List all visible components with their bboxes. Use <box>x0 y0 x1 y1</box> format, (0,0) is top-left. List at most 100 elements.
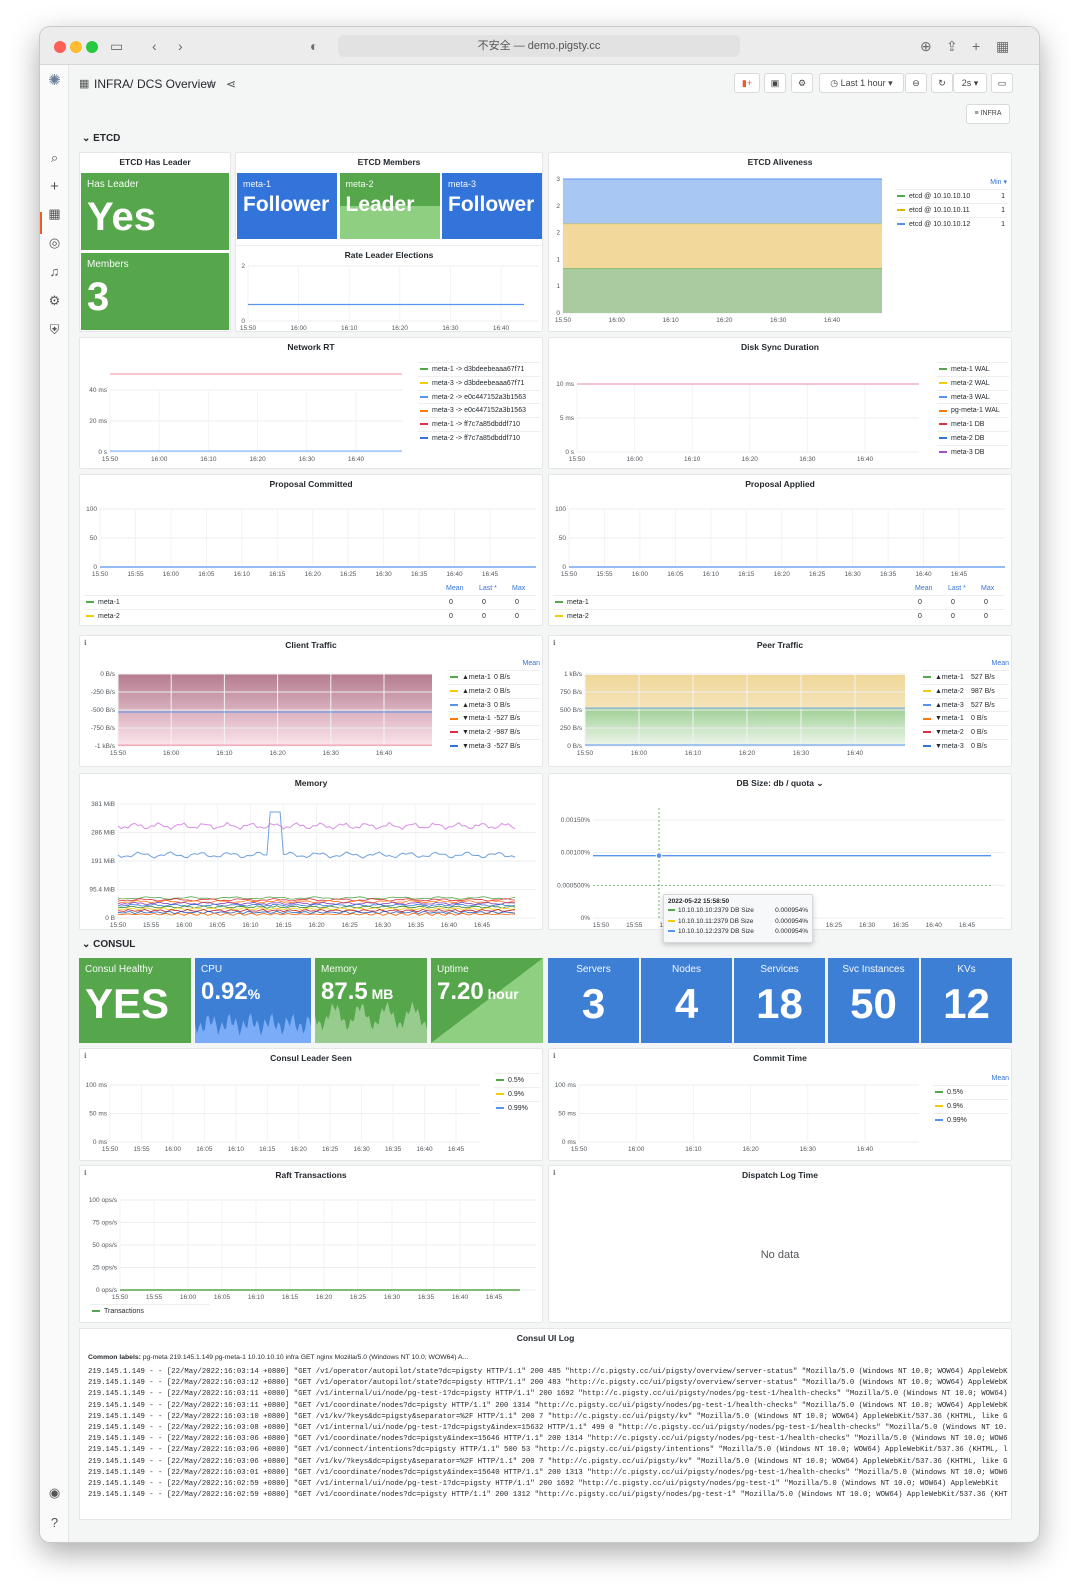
legend-item[interactable]: 0.99% <box>494 1100 540 1115</box>
infra-dashboard-link[interactable]: ≡ INFRA <box>966 104 1010 124</box>
legend-item[interactable]: 0.5% <box>933 1085 1009 1099</box>
zoom-window-button[interactable] <box>86 41 98 53</box>
download-icon[interactable]: ⊕ <box>920 38 932 54</box>
log-line[interactable]: 219.145.1.149 - - [22/May/2022:16:03:06 … <box>88 1457 1008 1466</box>
legend-column-header[interactable]: Last * <box>948 585 966 592</box>
legend-column-header[interactable]: Mean <box>915 585 933 592</box>
new-tab-icon[interactable]: + <box>972 38 981 54</box>
legend-item[interactable]: meta-3 -> e0c447152a3b1563 <box>418 403 540 417</box>
legend-item[interactable]: ▼meta-3 -527 B/s <box>448 738 540 753</box>
legend-item[interactable]: meta-1 0 0 0 <box>553 595 1005 609</box>
legend-item[interactable]: ▼meta-1 0 B/s <box>921 711 1009 725</box>
back-icon[interactable]: ‹ <box>152 38 157 54</box>
grafana-logo-icon[interactable]: ✺ <box>48 72 61 89</box>
section-consul-toggle[interactable]: ⌄ CONSUL <box>82 939 136 950</box>
log-line[interactable]: 219.145.1.149 - - [22/May/2022:16:02:59 … <box>88 1479 999 1488</box>
legend-item[interactable]: meta-2 0 0 0 <box>553 608 1005 623</box>
legend-item[interactable]: ▲meta-1 527 B/s <box>921 670 1009 684</box>
info-icon[interactable]: ℹ <box>553 1053 556 1060</box>
legend-item[interactable]: pg-meta-1 WAL <box>937 403 1009 417</box>
create-icon[interactable]: + <box>50 178 59 195</box>
sidebar-toggle-icon[interactable]: ▭ <box>110 38 124 54</box>
refresh-interval-select[interactable]: 2s ▾ <box>953 73 987 93</box>
search-icon[interactable]: ⌕ <box>50 150 59 165</box>
legend-item[interactable]: ▲meta-3 527 B/s <box>921 697 1009 712</box>
forward-icon[interactable]: › <box>178 38 183 54</box>
legend-item[interactable]: ▼meta-1 -527 B/s <box>448 711 540 725</box>
legend-item[interactable]: meta-1 0 0 0 <box>84 595 536 609</box>
info-icon[interactable]: ℹ <box>553 1170 556 1177</box>
log-line[interactable]: 219.145.1.149 - - [22/May/2022:16:02:59 … <box>88 1491 1008 1500</box>
log-line[interactable]: 219.145.1.149 - - [22/May/2022:16:03:12 … <box>88 1379 1008 1388</box>
legend-item[interactable]: meta-1 WAL <box>937 362 1009 376</box>
legend-header[interactable]: Mean <box>991 660 1009 667</box>
gear-icon[interactable]: ⚙ <box>48 293 61 308</box>
breadcrumb-dashboard[interactable]: DCS Overview <box>137 77 216 91</box>
log-line[interactable]: 219.145.1.149 - - [22/May/2022:16:03:06 … <box>88 1446 1008 1455</box>
legend-item[interactable]: ▲meta-2 987 B/s <box>921 683 1009 698</box>
legend-item[interactable]: meta-1 DB <box>937 417 1009 431</box>
address-bar[interactable]: 不安全 — demo.pigsty.cc <box>338 35 740 57</box>
zoom-out-icon[interactable]: ⊖ <box>905 73 927 93</box>
log-line[interactable]: 219.145.1.149 - - [22/May/2022:16:03:08 … <box>88 1423 1008 1432</box>
legend-column-header[interactable]: Last * <box>479 585 497 592</box>
alerting-bell-icon[interactable]: ♫ <box>49 264 60 279</box>
log-line[interactable]: 219.145.1.149 - - [22/May/2022:16:03:11 … <box>88 1401 1008 1410</box>
breadcrumb-folder[interactable]: INFRA <box>94 77 130 91</box>
add-panel-button[interactable]: ▮+ <box>734 73 760 93</box>
legend-item[interactable]: meta-3 DB <box>937 444 1009 459</box>
legend-item[interactable]: meta-2 -> ff7c7a85dbddf710 <box>418 430 540 445</box>
time-range-picker[interactable]: ◷ Last 1 hour ▾ <box>819 73 904 93</box>
shield-icon[interactable]: ◐ <box>310 38 319 54</box>
legend-item[interactable]: etcd @ 10.10.10.12 1 <box>895 216 1007 231</box>
legend-item[interactable]: meta-3 WAL <box>937 389 1009 404</box>
log-line[interactable]: 219.145.1.149 - - [22/May/2022:16:03:11 … <box>88 1390 1008 1399</box>
legend-header[interactable]: Mean <box>522 660 540 667</box>
legend-item[interactable]: 0.9% <box>933 1098 1009 1113</box>
log-line[interactable]: 219.145.1.149 - - [22/May/2022:16:03:06 … <box>88 1435 1008 1444</box>
legend-column-header[interactable]: Max <box>981 585 995 592</box>
legend-item[interactable]: ▲meta-2 0 B/s <box>448 683 540 698</box>
close-window-button[interactable] <box>54 41 66 53</box>
legend-item[interactable]: meta-2 -> e0c447152a3b1563 <box>418 389 540 404</box>
info-icon[interactable]: ℹ <box>84 1053 87 1060</box>
legend-item[interactable]: meta-2 WAL <box>937 375 1009 390</box>
log-line[interactable]: 219.145.1.149 - - [22/May/2022:16:03:10 … <box>88 1412 1008 1421</box>
explore-icon[interactable]: ◎ <box>48 235 61 250</box>
legend-item[interactable]: meta-1 -> ff7c7a85dbddf710 <box>418 417 540 431</box>
star-icon[interactable]: ☆ <box>206 77 217 91</box>
avatar[interactable]: ◉ <box>48 1485 61 1500</box>
dashboards-icon[interactable]: ▦ <box>48 206 61 221</box>
section-etcd-toggle[interactable]: ⌄ ETCD <box>82 133 121 144</box>
help-icon[interactable]: ? <box>50 1515 59 1530</box>
legend-item[interactable]: etcd @ 10.10.10.11 1 <box>895 202 1007 217</box>
legend-item[interactable]: 0.99% <box>933 1112 1009 1127</box>
minimize-window-button[interactable] <box>70 41 82 53</box>
log-line[interactable]: 219.145.1.149 - - [22/May/2022:16:03:01 … <box>88 1468 1008 1477</box>
legend-column-header[interactable]: Max <box>512 585 526 592</box>
legend-item[interactable]: ▼meta-3 0 B/s <box>921 738 1009 753</box>
settings-gear-icon[interactable]: ⚙ <box>791 73 813 93</box>
legend-item[interactable]: meta-2 DB <box>937 430 1009 445</box>
info-icon[interactable]: ℹ <box>553 640 556 647</box>
legend-item[interactable]: meta-2 0 0 0 <box>84 608 536 623</box>
legend-item[interactable]: ▼meta-2 -987 B/s <box>448 725 540 739</box>
legend-item[interactable]: meta-1 -> d3bdeebeaaa67f71 <box>418 362 540 376</box>
legend-item[interactable]: meta-3 -> d3bdeebeaaa67f71 <box>418 375 540 390</box>
legend-header[interactable]: Min ▾ <box>990 179 1007 186</box>
save-icon[interactable]: ▣ <box>764 73 786 93</box>
tv-mode-icon[interactable]: ▭ <box>991 73 1013 93</box>
legend-item[interactable]: ▲meta-3 0 B/s <box>448 697 540 712</box>
legend-item[interactable]: 0.5% <box>494 1073 540 1087</box>
legend-item[interactable]: ▼meta-2 0 B/s <box>921 725 1009 739</box>
legend-header[interactable]: Mean <box>991 1075 1009 1082</box>
legend-column-header[interactable]: Mean <box>446 585 464 592</box>
share-dashboard-icon[interactable]: ⋖ <box>226 77 237 91</box>
legend-item[interactable]: etcd @ 10.10.10.10 1 <box>895 189 1007 203</box>
info-icon[interactable]: ℹ <box>84 640 87 647</box>
legend-item[interactable]: 0.9% <box>494 1086 540 1101</box>
log-lines[interactable]: 219.145.1.149 - - [22/May/2022:16:03:14 … <box>88 1367 1008 1501</box>
legend-item[interactable]: Transactions <box>90 1304 210 1318</box>
info-icon[interactable]: ℹ <box>84 1170 87 1177</box>
shield-admin-icon[interactable]: ⛨ <box>49 322 60 337</box>
